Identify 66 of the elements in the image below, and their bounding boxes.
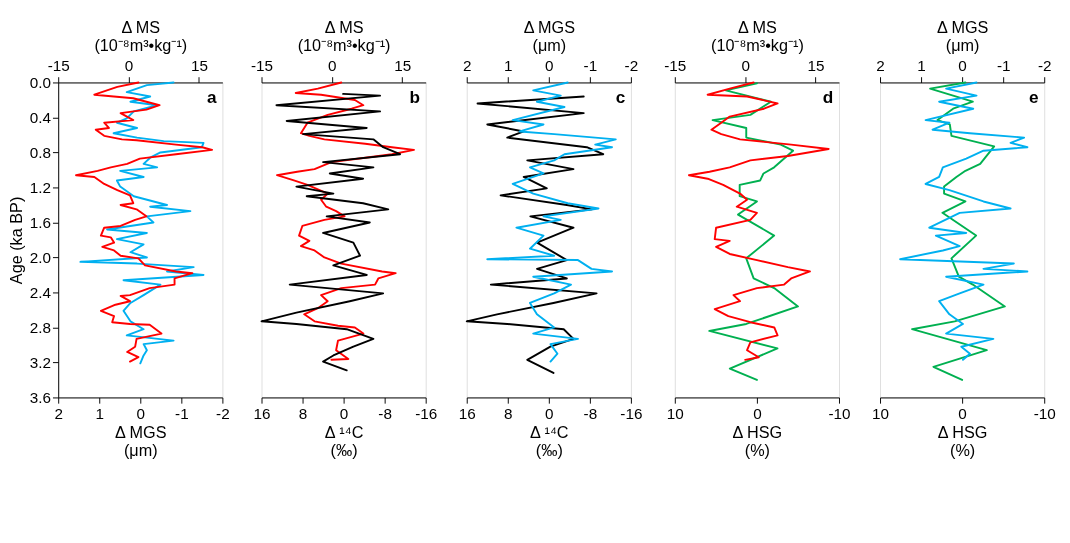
x2-tick-label: 1 <box>917 57 926 75</box>
x-axis-title: Δ HSG (%) <box>937 423 988 460</box>
x2-tick-label: 15 <box>190 57 208 75</box>
y-tick-label: 2.4 <box>29 283 52 301</box>
annotation: b <box>409 87 420 108</box>
x-tick-label: 16 <box>253 404 271 422</box>
x-tick-label: 8 <box>504 404 513 422</box>
x-tick-label: 0 <box>753 404 762 422</box>
x2-tick-label: 0 <box>958 57 967 75</box>
x2-tick-label: 0 <box>741 57 750 75</box>
x2-tick-label: 2 <box>876 57 885 75</box>
x2-tick-label: -15 <box>250 57 274 75</box>
y-tick-label: 3.6 <box>29 388 52 406</box>
annotation: d <box>822 87 834 108</box>
x-axis-title: Δ ¹⁴C (‰) <box>324 423 364 460</box>
x2-tick-label: -1 <box>583 57 598 75</box>
x2-tick-label: -1 <box>996 57 1011 75</box>
y-tick-label: 2.8 <box>29 318 52 336</box>
annotation: e <box>1028 87 1039 108</box>
x2-axis-title: Δ MS (10⁻⁸m³•kg⁻¹) <box>297 18 391 55</box>
x2-tick-label: 15 <box>807 57 825 75</box>
x2-tick-label: 0 <box>124 57 134 75</box>
x-tick-label: 0 <box>545 404 554 422</box>
x2-axis-title: Δ MS (10⁻⁸m³•kg⁻¹) <box>710 18 804 55</box>
x2-axis-title: Δ MGS (μm) <box>523 18 576 55</box>
x-tick-label: -1 <box>175 404 189 422</box>
x-tick-label: 0 <box>958 404 967 422</box>
x2-tick-label: 2 <box>462 57 472 75</box>
x2-tick-label: -2 <box>624 57 639 75</box>
x2-tick-label: 0 <box>328 57 337 75</box>
y-tick-label: 1.2 <box>29 178 52 196</box>
x-tick-label: -8 <box>378 404 392 422</box>
x2-tick-label: 15 <box>394 57 412 75</box>
y-tick-label: 1.6 <box>29 213 52 231</box>
x-axis-title: Δ ¹⁴C (‰) <box>530 423 569 460</box>
x2-tick-label: 1 <box>504 57 513 75</box>
x-tick-label: 0 <box>136 404 146 422</box>
annotation: a <box>207 87 218 108</box>
y-tick-label: 0.8 <box>29 143 52 161</box>
y-tick-label: 2.0 <box>29 248 52 266</box>
x2-axis-title: Δ MS (10⁻⁸m³•kg⁻¹) <box>94 18 188 55</box>
x-tick-label: -16 <box>415 404 438 422</box>
x-axis-title: Δ HSG (%) <box>732 423 783 460</box>
annotation: c <box>615 87 626 108</box>
y-axis-title: Age (ka BP) <box>7 196 26 285</box>
x-axis-title: Δ MGS (μm) <box>115 423 167 460</box>
x-tick-label: 1 <box>95 404 104 422</box>
x2-tick-label: 0 <box>545 57 554 75</box>
x2-axis-title: Δ MGS (μm) <box>936 18 989 55</box>
x-tick-label: -16 <box>620 404 643 422</box>
x-tick-label: 0 <box>339 404 349 422</box>
y-tick-label: 3.2 <box>29 353 52 371</box>
x-tick-label: -8 <box>583 404 598 422</box>
x-tick-label: 10 <box>666 404 684 422</box>
x-tick-label: -10 <box>828 404 851 422</box>
x-tick-label: -10 <box>1033 404 1056 422</box>
x2-tick-label: -15 <box>47 57 70 75</box>
x-tick-label: -2 <box>216 404 230 422</box>
y-tick-label: 0.4 <box>29 108 52 126</box>
x-tick-label: 2 <box>54 404 63 422</box>
x2-tick-label: -15 <box>664 57 687 75</box>
x2-tick-label: -2 <box>1037 57 1052 75</box>
x-tick-label: 16 <box>458 404 476 422</box>
y-tick-label: 0.0 <box>29 73 52 91</box>
x-tick-label: 10 <box>872 404 890 422</box>
x-tick-label: 8 <box>298 404 308 422</box>
